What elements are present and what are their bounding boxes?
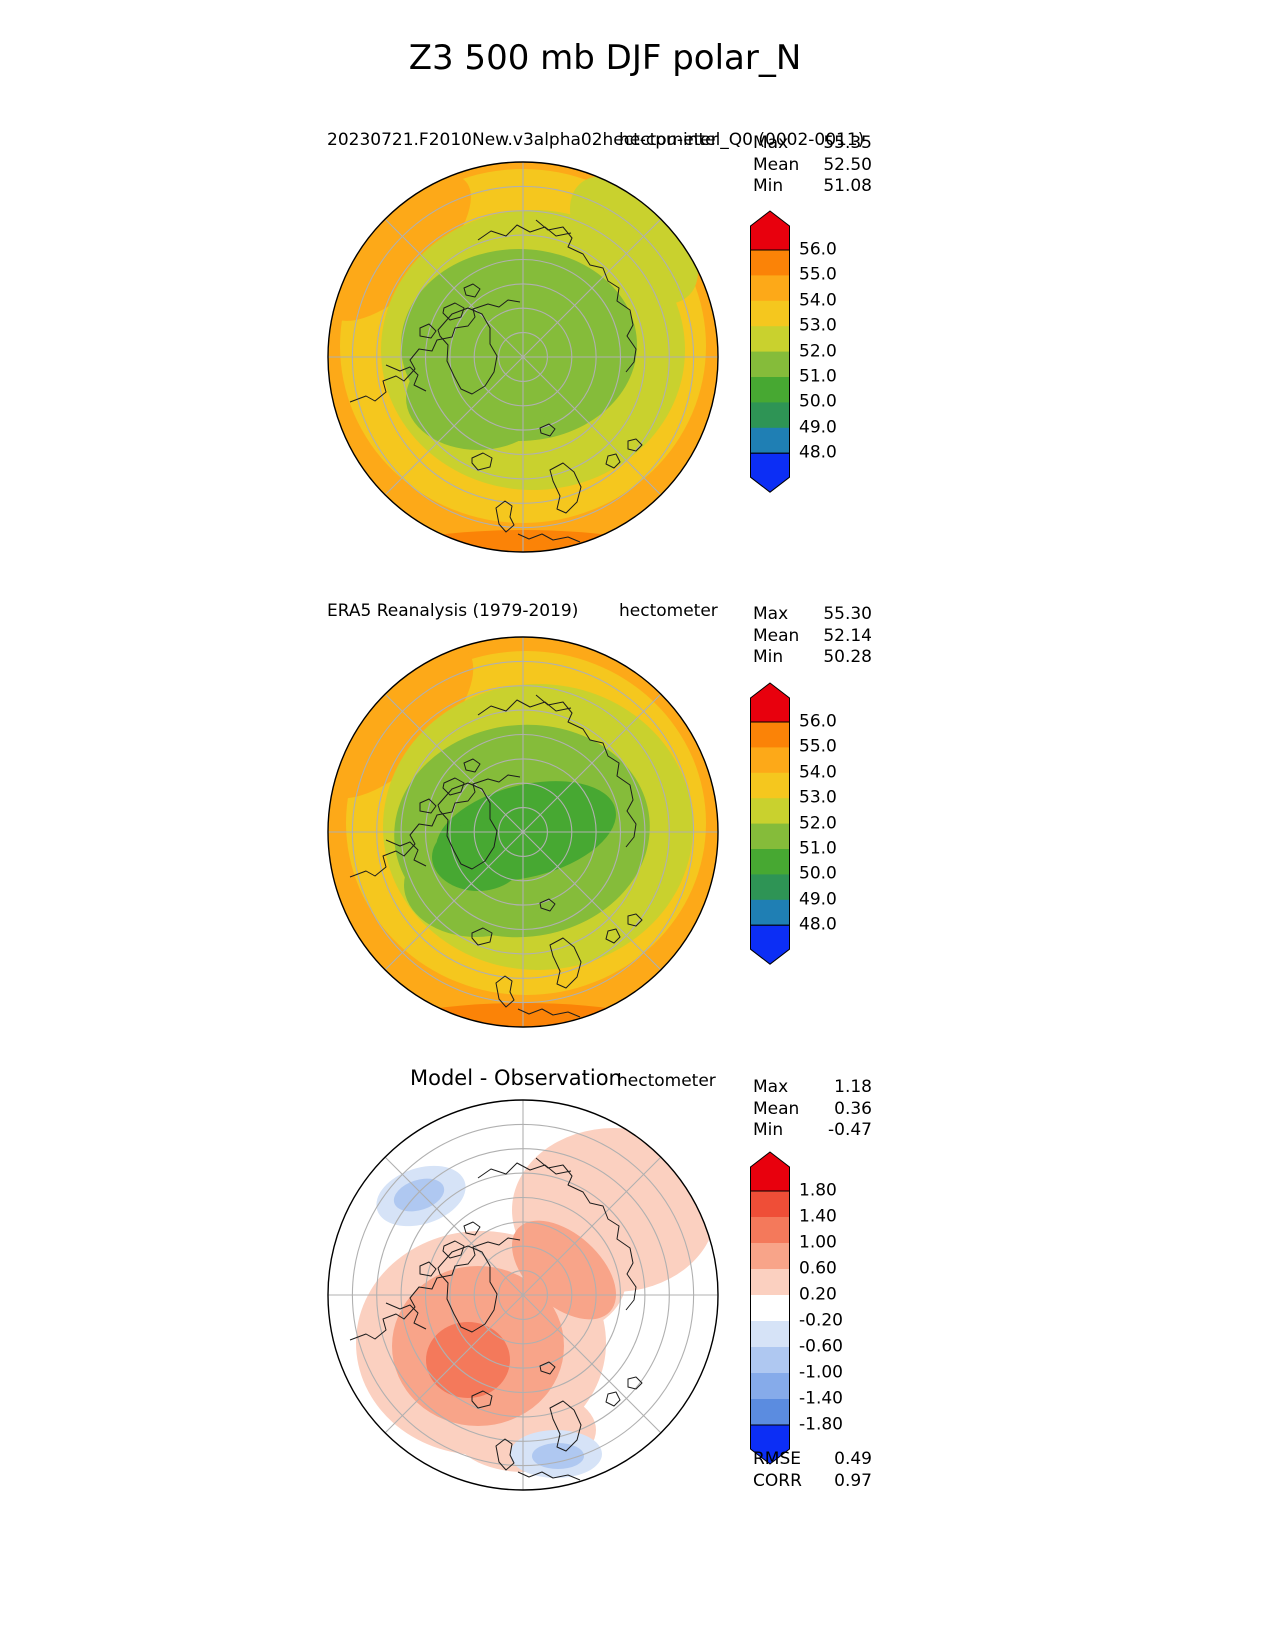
colorbar-tick-label: -0.20 xyxy=(799,1310,843,1331)
stats-block-reference: Max 55.30 Mean 52.14 Min 50.28 xyxy=(753,604,872,669)
colorbar-tick-label: 55.0 xyxy=(799,736,837,757)
colorbar-tick-label: 49.0 xyxy=(799,889,837,910)
stat-value: 52.14 xyxy=(823,625,872,646)
figure-title: Z3 500 mb DJF polar_N xyxy=(408,38,802,78)
stat-row: Min 50.28 xyxy=(753,647,872,669)
colorbar-tick-label: 52.0 xyxy=(799,813,837,834)
colorbar-tick-label: -1.80 xyxy=(799,1414,843,1435)
stat-row: Min -0.47 xyxy=(753,1120,872,1142)
colorbar-tick-label: 48.0 xyxy=(799,914,837,935)
stat-value: 55.30 xyxy=(823,604,872,624)
stat-label: Min xyxy=(753,1120,784,1140)
panel-difference-title: Model - Observation xyxy=(410,1066,622,1090)
stat-value: 0.36 xyxy=(834,1098,872,1119)
colorbar-tick-label: 49.0 xyxy=(799,417,837,438)
panel-difference-units-label: hectometer xyxy=(617,1071,716,1091)
colorbar-tick-label: 54.0 xyxy=(799,290,837,311)
stat-label: Max xyxy=(753,604,789,624)
colorbar-tick-label: 51.0 xyxy=(799,366,837,387)
stat-label: RMSE xyxy=(753,1449,802,1469)
colorbar-tick-label: 51.0 xyxy=(799,838,837,859)
stat-label: Max xyxy=(753,133,789,153)
colorbar-tick-label: 1.80 xyxy=(799,1180,837,1201)
stat-label: Min xyxy=(753,176,784,196)
colorbar-tick-label: 53.0 xyxy=(799,315,837,336)
colorbar-scale xyxy=(750,682,790,965)
stats-block-model: Max 55.35 Mean 52.50 Min 51.08 xyxy=(753,133,872,198)
metrics-block-difference: RMSE 0.49 CORR 0.97 xyxy=(753,1449,872,1492)
stat-row: Max 55.35 xyxy=(753,133,872,155)
map-boundary xyxy=(327,1099,719,1491)
colorbar-tick-label: 53.0 xyxy=(799,787,837,808)
stat-value: 51.08 xyxy=(823,176,872,196)
map-boundary xyxy=(327,636,719,1028)
polar-map-reference xyxy=(327,636,719,1028)
graticule xyxy=(327,636,719,1028)
polar-map-model xyxy=(327,161,719,553)
stat-label: Mean xyxy=(753,625,800,646)
stat-label: Mean xyxy=(753,154,800,175)
stat-value: 0.49 xyxy=(834,1449,872,1469)
colorbar-tick-label: 50.0 xyxy=(799,863,837,884)
stat-row: Mean 52.14 xyxy=(753,626,872,648)
stat-row: CORR 0.97 xyxy=(753,1471,872,1493)
stat-value: -0.47 xyxy=(828,1120,872,1140)
colorbar-tick-label: 56.0 xyxy=(799,711,837,732)
colorbar-difference: 1.80 1.40 1.00 0.60 0.20 -0.20 -0.60 -1.00 -1.40… xyxy=(750,1151,843,1469)
graticule xyxy=(327,1099,719,1491)
stat-value: 52.50 xyxy=(823,154,872,175)
polar-map-difference xyxy=(327,1099,719,1491)
stat-row: Mean 52.50 xyxy=(753,155,872,177)
colorbar-reference: 56.0 55.0 54.0 53.0 52.0 51.0 50.0 49.0 48.0 xyxy=(750,682,837,970)
stat-value: 55.35 xyxy=(823,133,872,153)
colorbar-scale xyxy=(750,1151,790,1465)
colorbar-tick-label: 56.0 xyxy=(799,239,837,260)
panel-model-units-label: hectometer xyxy=(619,130,718,150)
stats-block-difference: Max 1.18 Mean 0.36 Min -0.47 xyxy=(753,1077,872,1142)
stat-value: 50.28 xyxy=(823,647,872,667)
stat-label: Max xyxy=(753,1077,789,1097)
stat-label: Mean xyxy=(753,1098,800,1119)
colorbar-tick-label: -1.40 xyxy=(799,1388,843,1409)
stat-row: RMSE 0.49 xyxy=(753,1449,872,1471)
panel-reference-units-label: hectometer xyxy=(619,601,718,621)
stat-row: Mean 0.36 xyxy=(753,1099,872,1121)
panel-reference-title: ERA5 Reanalysis (1979-2019) xyxy=(327,601,579,621)
panel-model-title: 20230721.F2010New.v3alpha02hect-cpu-inte… xyxy=(327,130,865,150)
stat-value: 1.18 xyxy=(834,1077,872,1097)
colorbar-tick-label: -1.00 xyxy=(799,1362,843,1383)
colorbar-tick-label: 55.0 xyxy=(799,264,837,285)
colorbar-model: 56.0 55.0 54.0 53.0 52.0 51.0 50.0 49.0 48.0 xyxy=(750,210,837,498)
stat-label: CORR xyxy=(753,1470,802,1491)
colorbar-tick-label: 54.0 xyxy=(799,762,837,783)
stat-value: 0.97 xyxy=(834,1470,872,1491)
colorbar-scale xyxy=(750,210,790,493)
stat-row: Max 55.30 xyxy=(753,604,872,626)
colorbar-tick-label: 0.60 xyxy=(799,1258,837,1279)
colorbar-tick-label: 50.0 xyxy=(799,391,837,412)
colorbar-tick-label: 52.0 xyxy=(799,341,837,362)
colorbar-tick-label: 48.0 xyxy=(799,442,837,463)
stat-row: Max 1.18 xyxy=(753,1077,872,1099)
graticule xyxy=(327,161,719,553)
colorbar-tick-label: 0.20 xyxy=(799,1284,837,1305)
stat-row: Min 51.08 xyxy=(753,176,872,198)
map-boundary xyxy=(327,161,719,553)
stat-label: Min xyxy=(753,647,784,667)
colorbar-tick-label: 1.40 xyxy=(799,1206,837,1227)
colorbar-tick-label: 1.00 xyxy=(799,1232,837,1253)
colorbar-tick-label: -0.60 xyxy=(799,1336,843,1357)
